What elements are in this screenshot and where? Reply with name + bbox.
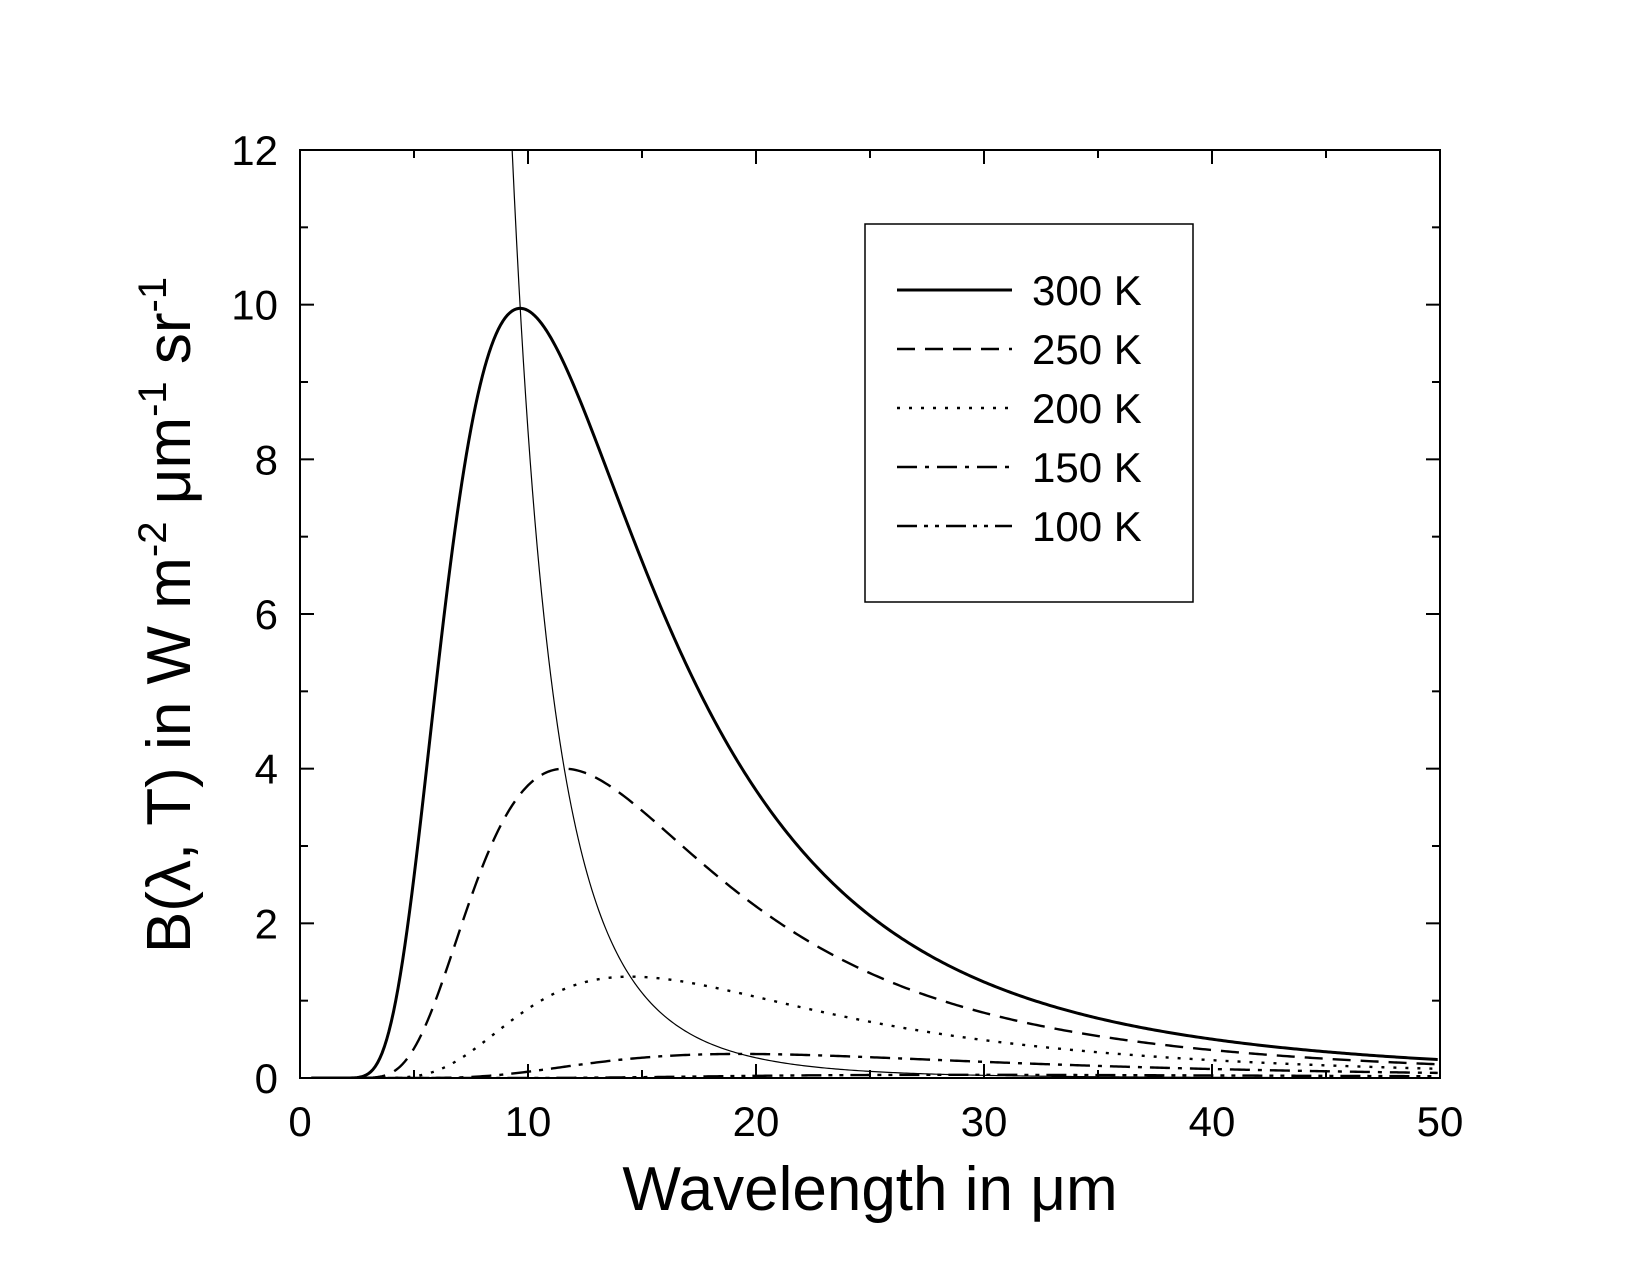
- y-title-part: μm: [135, 417, 204, 522]
- y-title-part: B(: [135, 891, 204, 953]
- legend-label-250k: 250 K: [1032, 326, 1142, 373]
- legend: 300 K 250 K 200 K 150 K 100 K: [864, 223, 1194, 603]
- x-tick-label: 40: [1189, 1098, 1236, 1145]
- y-tick-label: 0: [255, 1055, 278, 1102]
- y-tick-label: 10: [231, 282, 278, 329]
- x-tick-label: 50: [1417, 1098, 1464, 1145]
- y-title-lambda: λ: [135, 860, 204, 891]
- y-tick-label: 12: [231, 127, 278, 174]
- y-title-superscript: -1: [131, 381, 175, 417]
- y-axis: 0 2 4 6 8 10 12: [231, 127, 1440, 1102]
- y-tick-label: 4: [255, 746, 278, 793]
- y-tick-label: 6: [255, 591, 278, 638]
- legend-label-100k: 100 K: [1032, 503, 1142, 550]
- x-tick-label: 0: [288, 1098, 311, 1145]
- x-tick-label: 30: [961, 1098, 1008, 1145]
- x-tick-label: 20: [733, 1098, 780, 1145]
- y-title-part: , T) in W m: [135, 557, 204, 860]
- series-line-150k: [311, 1052, 1438, 1078]
- y-tick-label: 2: [255, 900, 278, 947]
- legend-label-200k: 200 K: [1032, 385, 1142, 432]
- series-line-300k: [311, 306, 1438, 1078]
- legend-label-150k: 150 K: [1032, 444, 1142, 491]
- series-line-250k: [311, 767, 1438, 1078]
- y-title-superscript: -2: [131, 521, 175, 557]
- y-title-superscript: -1: [131, 277, 175, 313]
- y-title-part: sr: [135, 312, 204, 381]
- y-tick-label: 8: [255, 436, 278, 483]
- x-axis-title: Wavelength in μm: [622, 1155, 1117, 1224]
- x-tick-label: 10: [505, 1098, 552, 1145]
- y-axis-title: B(λ, T) in W m-2 μm-1 sr-1: [131, 277, 204, 953]
- legend-label-300k: 300 K: [1032, 267, 1142, 314]
- x-axis: 0 10 20 30 40 50: [288, 150, 1463, 1145]
- series-line-200k: [311, 975, 1438, 1078]
- legend-box: [864, 223, 1194, 603]
